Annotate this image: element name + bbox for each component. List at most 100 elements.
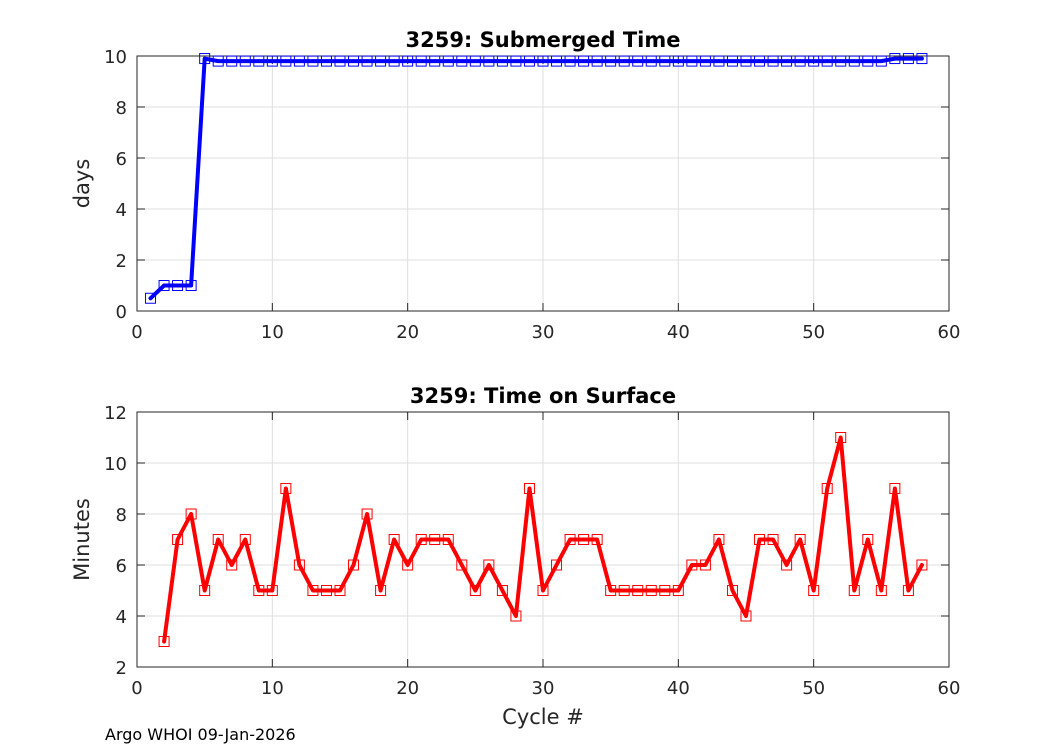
surface-data-dot [608,588,613,593]
surface-y-tick-label: 8 [116,505,127,526]
submerged-data-dot [825,59,829,63]
submerged-data-point [523,55,535,67]
submerged-data-dot [541,59,545,63]
submerged-data-dot [189,283,193,288]
submerged-data-dot [568,59,572,63]
surface-data-point [713,534,725,545]
surface-data-dot [838,435,843,440]
submerged-x-tick-label: 0 [131,322,142,343]
surface-x-tick-label: 20 [396,678,419,699]
submerged-data-point [659,55,671,67]
surface-data-dot [202,588,207,593]
submerged-data-dot [500,59,505,63]
surface-data-dot [324,588,329,593]
surface-x-tick-label: 10 [261,678,284,699]
surface-data-point [442,534,454,545]
surface-data-point [496,585,508,596]
surface-data-point [808,585,820,596]
submerged-data-point [226,55,238,67]
surface-data-point [293,559,305,571]
submerged-data-point [808,55,820,67]
surface-y-tick-label: 4 [116,607,127,628]
surface-data-dot [365,512,369,516]
surface-data-dot [554,563,559,567]
submerged-data-point [564,55,576,67]
submerged-data-dot [595,59,599,63]
submerged-data-point [821,55,833,67]
surface-chart-title: 3259: Time on Surface [410,384,676,408]
surface-data-point [185,508,197,520]
surface-data-dot [852,588,857,593]
surface-x-tick-label: 50 [802,678,825,699]
surface-data-point [280,483,292,494]
surface-data-point [659,585,671,596]
surface-data-point [523,483,535,494]
surface-data-dot [270,588,275,593]
surface-data-dot [920,563,924,567]
surface-data-point [483,559,495,571]
surface-data-dot [784,563,789,567]
submerged-data-dot [893,56,897,61]
surface-data-point [875,585,887,596]
surface-data-point [429,534,441,545]
submerged-data-point [781,55,793,67]
submerged-chart-title: 3259: Submerged Time [405,28,680,52]
surface-data-dot [649,588,654,593]
submerged-data-point [429,55,441,67]
surface-data-dot [771,537,775,542]
surface-y-tick-label: 2 [116,658,127,679]
submerged-data-dot [405,59,410,63]
submerged-data-point [902,53,914,65]
surface-data-dot [297,563,302,567]
submerged-data-dot [757,59,762,63]
surface-data-dot [798,537,802,542]
surface-data-point [361,508,373,520]
surface-data-point [618,585,630,596]
submerged-data-dot [784,59,789,63]
surface-data-dot [392,537,396,542]
submerged-data-dot [311,59,315,63]
surface-data-point [902,585,914,596]
submerged-data-point [442,55,454,67]
surface-data-point [158,636,170,647]
surface-data-dot [460,563,464,567]
submerged-data-dot [608,59,613,63]
submerged-data-dot [365,59,369,63]
submerged-data-point [537,55,549,67]
submerged-data-point [916,53,928,65]
surface-data-dot [378,588,383,593]
submerged-y-tick-label: 10 [104,47,127,68]
surface-data-point [632,585,644,596]
submerged-data-dot [676,59,681,63]
submerged-data-point [686,55,698,67]
submerged-y-tick-label: 2 [116,251,127,272]
surface-data-dot [635,588,640,593]
submerged-data-dot [635,59,640,63]
surface-data-point [199,585,211,596]
submerged-data-point [212,55,224,67]
surface-data-point [226,559,238,571]
submerged-data-point [415,55,427,67]
submerged-data-dot [866,59,870,63]
surface-data-dot [500,588,505,593]
submerged-data-point [172,280,184,291]
surface-data-point [605,585,617,596]
footer-credit: Argo WHOI 09-Jan-2026 [105,725,296,744]
surface-data-point [672,585,684,596]
surface-data-point [740,610,752,622]
surface-data-point [699,559,711,571]
submerged-data-dot [649,59,654,63]
submerged-data-point [889,53,901,65]
surface-data-point [334,585,346,596]
submerged-data-dot [622,59,626,63]
surface-x-axis-label: Cycle # [502,705,584,729]
submerged-data-point [726,55,738,67]
submerged-data-dot [473,59,478,63]
submerged-data-point [496,55,508,67]
surface-data-point [415,534,427,545]
submerged-data-dot [432,59,437,63]
submerged-data-dot [879,59,884,63]
submerged-y-tick-label: 6 [116,149,127,170]
submerged-data-point [591,55,603,67]
submerged-y-tick-label: 0 [116,302,127,323]
